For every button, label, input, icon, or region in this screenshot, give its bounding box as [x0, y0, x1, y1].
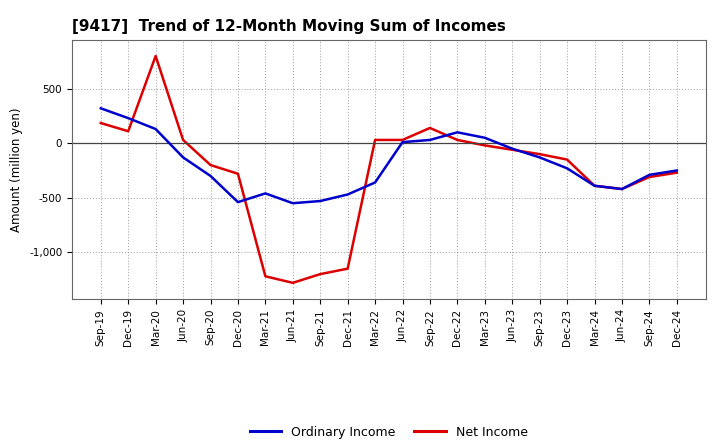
Net Income: [590, 183, 599, 188]
Text: [9417]  Trend of 12-Month Moving Sum of Incomes: [9417] Trend of 12-Month Moving Sum of I…: [72, 19, 506, 34]
Ordinary Income: [453, 130, 462, 135]
Net Income: [426, 125, 434, 131]
Net Income: [343, 266, 352, 271]
Net Income: [536, 151, 544, 157]
Ordinary Income: [618, 187, 626, 192]
Net Income: [289, 280, 297, 286]
Net Income: [453, 137, 462, 143]
Ordinary Income: [480, 135, 489, 140]
Net Income: [206, 162, 215, 168]
Ordinary Income: [96, 106, 105, 111]
Net Income: [124, 128, 132, 134]
Net Income: [645, 174, 654, 180]
Net Income: [398, 137, 407, 143]
Net Income: [151, 53, 160, 59]
Net Income: [179, 137, 187, 143]
Net Income: [618, 187, 626, 192]
Net Income: [672, 170, 681, 175]
Ordinary Income: [151, 126, 160, 132]
Line: Ordinary Income: Ordinary Income: [101, 108, 677, 203]
Ordinary Income: [398, 139, 407, 145]
Ordinary Income: [563, 166, 572, 171]
Ordinary Income: [343, 192, 352, 197]
Ordinary Income: [233, 199, 242, 205]
Net Income: [316, 271, 325, 277]
Net Income: [371, 137, 379, 143]
Ordinary Income: [206, 173, 215, 179]
Ordinary Income: [371, 180, 379, 185]
Ordinary Income: [124, 115, 132, 121]
Ordinary Income: [426, 137, 434, 143]
Line: Net Income: Net Income: [101, 56, 677, 283]
Ordinary Income: [672, 168, 681, 173]
Ordinary Income: [179, 155, 187, 160]
Ordinary Income: [508, 146, 516, 151]
Net Income: [480, 143, 489, 148]
Y-axis label: Amount (million yen): Amount (million yen): [11, 107, 24, 231]
Ordinary Income: [289, 201, 297, 206]
Ordinary Income: [536, 155, 544, 160]
Net Income: [233, 171, 242, 176]
Net Income: [261, 274, 270, 279]
Ordinary Income: [590, 183, 599, 188]
Legend: Ordinary Income, Net Income: Ordinary Income, Net Income: [245, 421, 533, 440]
Ordinary Income: [645, 172, 654, 177]
Net Income: [508, 147, 516, 152]
Net Income: [563, 157, 572, 162]
Ordinary Income: [261, 191, 270, 196]
Ordinary Income: [316, 198, 325, 204]
Net Income: [96, 121, 105, 126]
